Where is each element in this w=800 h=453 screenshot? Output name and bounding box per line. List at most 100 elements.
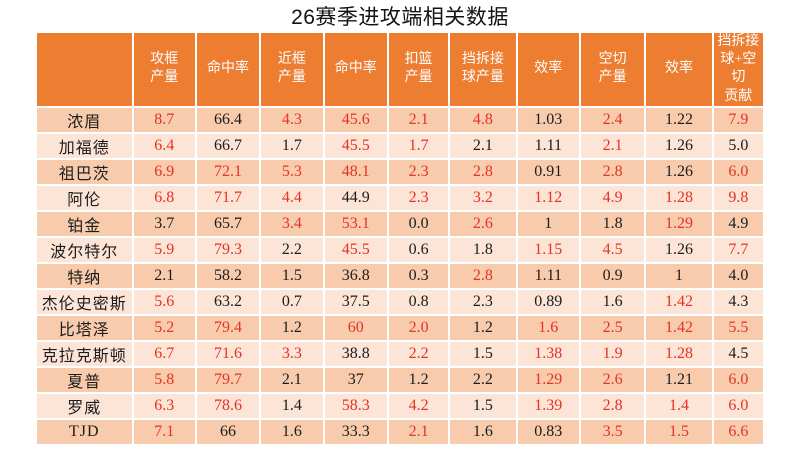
stat-cell: 1.2 [388, 367, 449, 392]
stat-cell: 0.83 [517, 419, 579, 444]
stat-cell: 2.6 [580, 367, 645, 392]
stat-cell: 0.7 [261, 289, 323, 314]
stat-cell: 1.26 [646, 133, 712, 158]
stat-cell: 1.11 [517, 133, 579, 158]
stat-cell: 1.4 [261, 393, 323, 418]
stat-cell: 1.15 [517, 237, 579, 262]
stat-cell: 5.5 [713, 315, 763, 340]
stat-cell: 2.8 [580, 159, 645, 184]
stat-cell: 2.8 [450, 263, 516, 288]
stats-table: 攻框 产量 命中率 近框 产量 命中率 扣篮 产量 挡拆接 球产量 效率 空切 产量 效率 挡拆接… [35, 31, 765, 446]
player-name-cell: 加福德 [37, 133, 132, 158]
player-name-cell: 特纳 [37, 263, 132, 288]
stat-cell: 1.28 [646, 185, 712, 210]
stat-cell: 2.1 [261, 367, 323, 392]
stat-cell: 1.6 [517, 315, 579, 340]
table-row: 加福德 6.4 66.7 1.7 45.5 1.7 2.1 1.11 2.1 1.26 5.0 [37, 133, 763, 158]
stat-cell: 4.3 [261, 107, 323, 132]
stat-cell: 2.2 [450, 367, 516, 392]
table-row: 克拉克斯顿 6.7 71.6 3.3 38.8 2.2 1.5 1.38 1.9 1.28 4.5 [37, 341, 763, 366]
stat-cell: 1.5 [450, 393, 516, 418]
table-row: 杰伦史密斯 5.6 63.2 0.7 37.5 0.8 2.3 0.89 1.6 1.42 4.3 [37, 289, 763, 314]
stat-cell: 45.5 [324, 237, 387, 262]
stat-cell: 1.7 [261, 133, 323, 158]
player-name-cell: 波尔特尔 [37, 237, 132, 262]
corner-cell [37, 33, 132, 106]
stat-cell: 1.11 [517, 263, 579, 288]
stat-cell: 1.2 [450, 315, 516, 340]
stat-cell: 65.7 [196, 211, 260, 236]
table-row: 铂金 3.7 65.7 3.4 53.1 0.0 2.6 1 1.8 1.29 4.9 [37, 211, 763, 236]
stat-cell: 2.8 [580, 393, 645, 418]
stat-cell: 36.8 [324, 263, 387, 288]
stat-cell: 66 [196, 419, 260, 444]
stat-cell: 1.39 [517, 393, 579, 418]
table-row: 比塔泽 5.2 79.4 1.2 60 2.0 1.2 1.6 2.5 1.42 5.5 [37, 315, 763, 340]
stat-cell: 1.6 [261, 419, 323, 444]
table-header: 攻框 产量 命中率 近框 产量 命中率 扣篮 产量 挡拆接 球产量 效率 空切 产量 效率 挡拆接… [37, 33, 763, 106]
stat-cell: 4.5 [713, 341, 763, 366]
stat-cell: 1.8 [450, 237, 516, 262]
stat-cell: 44.9 [324, 185, 387, 210]
stat-cell: 2.3 [450, 289, 516, 314]
stat-cell: 2.1 [450, 133, 516, 158]
stat-cell: 0.6 [388, 237, 449, 262]
stat-cell: 6.8 [133, 185, 195, 210]
stat-cell: 2.5 [580, 315, 645, 340]
stat-cell: 1.5 [450, 341, 516, 366]
stat-cell: 2.1 [133, 263, 195, 288]
table-row: 阿伦 6.8 71.7 4.4 44.9 2.3 3.2 1.12 4.9 1.28 9.8 [37, 185, 763, 210]
player-name-cell: 阿伦 [37, 185, 132, 210]
stat-cell: 2.1 [580, 133, 645, 158]
stat-cell: 0.0 [388, 211, 449, 236]
stat-cell: 5.2 [133, 315, 195, 340]
stat-cell: 37 [324, 367, 387, 392]
stat-cell: 2.1 [388, 107, 449, 132]
stat-cell: 1.28 [646, 341, 712, 366]
stat-cell: 8.7 [133, 107, 195, 132]
stat-cell: 2.6 [450, 211, 516, 236]
stat-cell: 48.1 [324, 159, 387, 184]
stat-cell: 33.3 [324, 419, 387, 444]
stat-cell: 1.9 [580, 341, 645, 366]
column-header: 命中率 [324, 33, 387, 106]
stat-cell: 2.4 [580, 107, 645, 132]
player-name-cell: 杰伦史密斯 [37, 289, 132, 314]
stat-cell: 79.7 [196, 367, 260, 392]
stat-cell: 2.3 [388, 185, 449, 210]
stat-cell: 4.5 [580, 237, 645, 262]
stat-cell: 1.42 [646, 315, 712, 340]
stat-cell: 6.0 [713, 159, 763, 184]
stat-cell: 66.7 [196, 133, 260, 158]
stat-cell: 58.3 [324, 393, 387, 418]
table-row: TJD 7.1 66 1.6 33.3 2.1 1.6 0.83 3.5 1.5 6.6 [37, 419, 763, 444]
stat-cell: 9.8 [713, 185, 763, 210]
table-row: 浓眉 8.7 66.4 4.3 45.6 2.1 4.8 1.03 2.4 1.22 7.9 [37, 107, 763, 132]
stat-cell: 0.89 [517, 289, 579, 314]
stat-cell: 4.2 [388, 393, 449, 418]
stat-cell: 2.2 [388, 341, 449, 366]
stat-cell: 1.29 [517, 367, 579, 392]
stat-cell: 5.3 [261, 159, 323, 184]
stat-cell: 1.42 [646, 289, 712, 314]
stat-cell: 4.0 [713, 263, 763, 288]
stat-cell: 6.9 [133, 159, 195, 184]
stat-cell: 1.6 [580, 289, 645, 314]
stat-cell: 72.1 [196, 159, 260, 184]
stat-cell: 3.7 [133, 211, 195, 236]
stat-cell: 6.3 [133, 393, 195, 418]
stat-cell: 66.4 [196, 107, 260, 132]
stat-cell: 6.4 [133, 133, 195, 158]
stat-cell: 2.1 [388, 419, 449, 444]
stat-cell: 7.9 [713, 107, 763, 132]
stat-cell: 5.8 [133, 367, 195, 392]
stat-cell: 5.6 [133, 289, 195, 314]
stat-cell: 4.8 [450, 107, 516, 132]
player-name-cell: 罗威 [37, 393, 132, 418]
column-header: 效率 [646, 33, 712, 106]
stat-cell: 0.9 [580, 263, 645, 288]
player-name-cell: 比塔泽 [37, 315, 132, 340]
stat-cell: 53.1 [324, 211, 387, 236]
stat-cell: 71.7 [196, 185, 260, 210]
